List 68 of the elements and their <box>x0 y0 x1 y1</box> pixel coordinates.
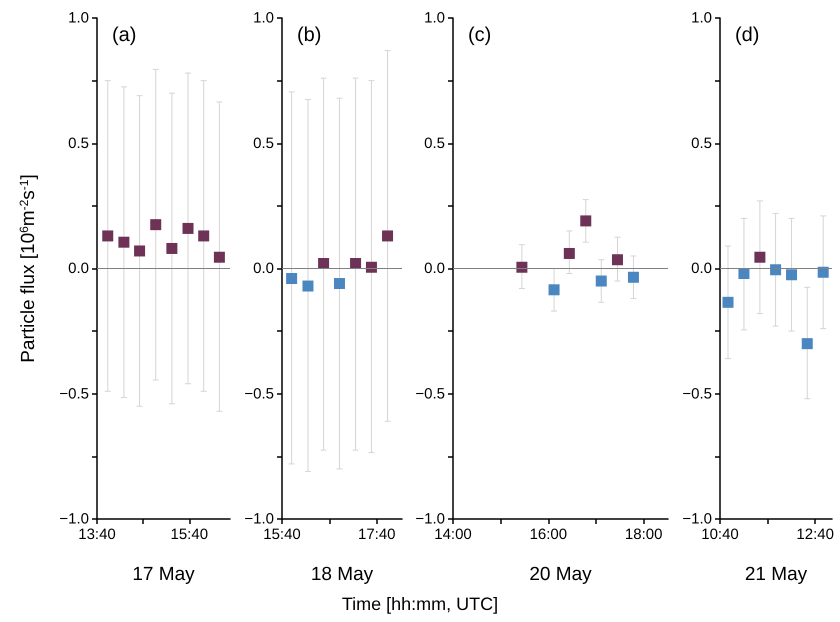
y-tick-label: −0.5 <box>59 385 89 402</box>
x-tick-label: 12:40 <box>796 526 834 543</box>
point <box>382 230 394 242</box>
point <box>564 248 575 259</box>
point <box>214 252 225 263</box>
point <box>722 296 734 308</box>
x-tick-label: 13:40 <box>78 526 116 543</box>
point <box>628 272 639 283</box>
point <box>198 230 210 242</box>
y-tick-label: 1.0 <box>424 10 445 26</box>
point <box>516 262 528 273</box>
point <box>286 273 298 284</box>
y-tick-label: −1.0 <box>682 510 712 528</box>
x-tick-label: 16:00 <box>530 526 568 543</box>
point <box>302 280 314 292</box>
y-tick-label: 0.0 <box>424 260 445 277</box>
y-tick-label: −0.5 <box>244 385 274 402</box>
x-axis-title: 18 May <box>310 564 374 585</box>
y-tick-label: −0.5 <box>415 385 445 402</box>
point <box>350 258 362 269</box>
chart-title: (b) <box>297 24 322 46</box>
point <box>596 276 607 287</box>
point <box>150 219 162 230</box>
text: Time [hh:mm, UTC] <box>340 594 500 615</box>
point <box>770 264 782 276</box>
x-tick-label: 10:40 <box>701 526 739 543</box>
x-tick-label: 15:40 <box>263 526 301 543</box>
y-tick-label: 1.0 <box>68 10 89 26</box>
x-axis-title: 17 May <box>132 564 196 585</box>
point <box>166 242 178 254</box>
y-tick-label: 0.5 <box>253 134 274 152</box>
y-tick-label: −1.0 <box>244 510 274 528</box>
y-tick-label: 0.0 <box>253 260 274 277</box>
point <box>802 338 813 350</box>
x-tick-label: 14:00 <box>434 526 472 543</box>
point <box>318 258 330 269</box>
x-tick-label: 18:00 <box>624 526 662 543</box>
x-axis-title: 20 May <box>529 564 592 585</box>
point <box>580 215 592 226</box>
point <box>738 268 750 280</box>
point <box>754 252 766 263</box>
x-axis-title: 21 May <box>744 564 808 585</box>
chart-title: (d) <box>735 24 760 46</box>
chart-title: (c) <box>468 24 492 46</box>
y-tick-label: 0.0 <box>691 260 712 277</box>
point <box>818 266 829 278</box>
point <box>182 222 194 234</box>
y-tick-label: 1.0 <box>691 10 712 26</box>
point <box>102 230 114 242</box>
y-tick-label: 0.5 <box>424 134 445 152</box>
y-tick-label: 0.5 <box>68 134 89 152</box>
y-tick-label: −1.0 <box>59 510 89 528</box>
point <box>334 278 345 290</box>
point <box>612 254 623 266</box>
point <box>366 262 377 273</box>
y-tick-label: 0.5 <box>691 134 712 152</box>
y-tick-label: 0.0 <box>68 260 89 277</box>
point <box>786 269 798 280</box>
point <box>134 245 146 256</box>
y-axis-title: Particle flux [106m-2s-1] <box>17 174 39 363</box>
point <box>548 284 560 296</box>
x-tick-label: 15:40 <box>170 526 208 543</box>
y-tick-label: −0.5 <box>682 385 712 402</box>
point <box>118 236 130 248</box>
x-tick-label: 17:40 <box>358 526 396 543</box>
y-tick-label: −1.0 <box>415 510 445 528</box>
y-tick-label: 1.0 <box>253 10 274 26</box>
chart-title: (a) <box>112 24 136 46</box>
